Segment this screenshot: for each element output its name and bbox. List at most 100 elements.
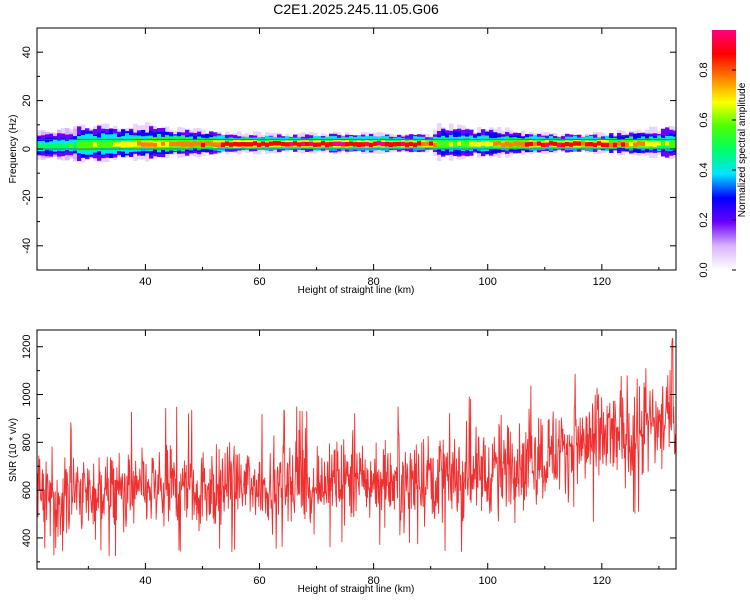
spectrogram-peak — [173, 141, 178, 147]
spectrogram-peak — [297, 142, 302, 147]
spectrogram-peak — [421, 141, 426, 147]
spectrogram-peak — [665, 141, 670, 146]
spectrogram-x-tick-label: 120 — [593, 276, 611, 288]
spectrogram-peak — [457, 141, 462, 146]
colorbar-tick-label: 0.2 — [698, 212, 710, 227]
snr-x-tick-label: 100 — [479, 575, 497, 587]
spectrogram-peak — [317, 142, 322, 147]
spectrogram-peak — [433, 142, 438, 148]
spectrogram-peak — [321, 141, 326, 146]
spectrogram-peak — [497, 141, 502, 146]
colorbar-tick-label: 0.0 — [698, 262, 710, 277]
spectrogram-peak — [109, 142, 114, 147]
spectrogram-y-tick-label: 40 — [21, 46, 33, 58]
spectrogram-peak — [285, 142, 290, 147]
spectrogram-peak — [57, 143, 62, 148]
spectrogram-peak — [445, 142, 450, 147]
spectrogram-peak — [161, 141, 166, 146]
colorbar-tick-label: 0.8 — [698, 62, 710, 77]
spectrogram-peak — [525, 142, 530, 147]
snr-y-tick-label: 800 — [21, 433, 33, 451]
spectrogram-peak — [541, 142, 546, 148]
spectrogram-peak — [209, 141, 214, 146]
spectrogram-peak — [417, 141, 422, 146]
spectrogram-peak — [105, 143, 110, 148]
snr-line-layer — [37, 337, 676, 557]
spectrogram-peak — [481, 141, 486, 146]
spectrogram-peak — [261, 141, 266, 146]
spectrogram-peak — [401, 141, 406, 147]
spectrogram-peak — [473, 142, 478, 147]
spectrogram-peak — [281, 141, 286, 147]
spectrogram-peak — [341, 142, 346, 147]
spectrogram-peak — [493, 141, 498, 146]
spectrogram-peak — [229, 142, 234, 147]
spectrogram-peak — [225, 141, 230, 146]
spectrogram-peak — [601, 142, 606, 148]
spectrogram-peak — [361, 142, 366, 147]
spectrogram-peak — [557, 142, 562, 148]
spectrogram-x-label: Height of straight line (km) — [298, 285, 415, 296]
spectrogram-peak — [389, 142, 394, 148]
spectrogram-peak — [189, 142, 194, 148]
spectrogram-y-label: Frequency (Hz) — [8, 115, 19, 184]
spectrogram-peak — [89, 143, 94, 149]
spectrogram-peak — [77, 144, 82, 149]
spectrogram-peak — [585, 142, 590, 147]
snr-y-tick-label: 400 — [21, 529, 33, 547]
spectrogram-panel: 40 60 80 100 120 -40 -20 0 20 40 Height of straig… — [8, 27, 677, 296]
spectrogram-peak — [613, 142, 618, 148]
spectrogram-peak — [165, 142, 170, 148]
snr-x-tick-label: 80 — [367, 575, 379, 587]
spectrogram-peak — [501, 142, 506, 147]
spectrogram-peak — [589, 142, 594, 147]
spectrogram-peak — [609, 142, 614, 148]
spectrogram-peak — [625, 142, 630, 148]
spectrogram-peak — [505, 141, 510, 147]
snr-axes: 40 60 80 100 120 400 600 800 1000 1200 — [21, 330, 676, 587]
spectrogram-peak — [301, 141, 306, 147]
spectrogram-y-tick-label: 0 — [21, 146, 33, 152]
spectrogram-peak — [153, 142, 158, 148]
spectrogram-peak — [393, 142, 398, 147]
spectrogram-peak — [537, 141, 542, 146]
spectrogram-peak — [477, 142, 482, 147]
spectrogram-peak — [237, 142, 242, 147]
snr-y-tick-label: 1200 — [21, 334, 33, 358]
spectrogram-peak — [253, 141, 258, 146]
spectrogram-axes: 40 60 80 100 120 -40 -20 0 20 40 — [21, 27, 676, 288]
spectrogram-peak — [309, 141, 314, 147]
snr-x-tick-label: 60 — [253, 575, 265, 587]
spectrogram-peak — [581, 141, 586, 146]
spectrogram-peak — [329, 142, 334, 147]
spectrogram-peak — [97, 142, 102, 148]
spectrogram-peak — [381, 141, 386, 147]
spectrogram-peak — [85, 144, 90, 149]
spectrogram-peak — [365, 141, 370, 147]
spectrogram-peak — [465, 142, 470, 147]
spectrogram-peak — [233, 141, 238, 147]
spectrogram-peak — [593, 142, 598, 147]
spectrogram-peak — [569, 142, 574, 147]
spectrogram-peak — [217, 142, 222, 148]
spectrogram-peak — [73, 143, 78, 148]
spectrogram-peak — [257, 142, 262, 148]
spectrogram-peak — [241, 142, 246, 147]
spectrogram-peak — [185, 142, 190, 147]
spectrogram-peak — [357, 142, 362, 148]
spectrogram-peak — [337, 141, 342, 146]
spectrogram-peak — [65, 143, 70, 148]
spectrogram-peak — [37, 145, 42, 150]
spectrogram-peak — [93, 142, 98, 147]
spectrogram-peak — [249, 142, 254, 147]
spectrogram-peak — [565, 141, 570, 147]
spectrogram-x-tick-label: 60 — [253, 276, 265, 288]
snr-panel: 40 60 80 100 120 400 600 800 1000 1200 Height of … — [8, 329, 677, 595]
spectrogram-y-tick-label: 20 — [21, 94, 33, 106]
spectrogram-peak — [221, 142, 226, 148]
spectrogram-peak — [577, 141, 582, 146]
spectrogram-peak — [69, 143, 74, 148]
colorbar-gradient — [712, 30, 736, 270]
colorbar: 0.0 0.2 0.4 0.6 0.8 Normalized spectral ampl… — [698, 30, 748, 278]
